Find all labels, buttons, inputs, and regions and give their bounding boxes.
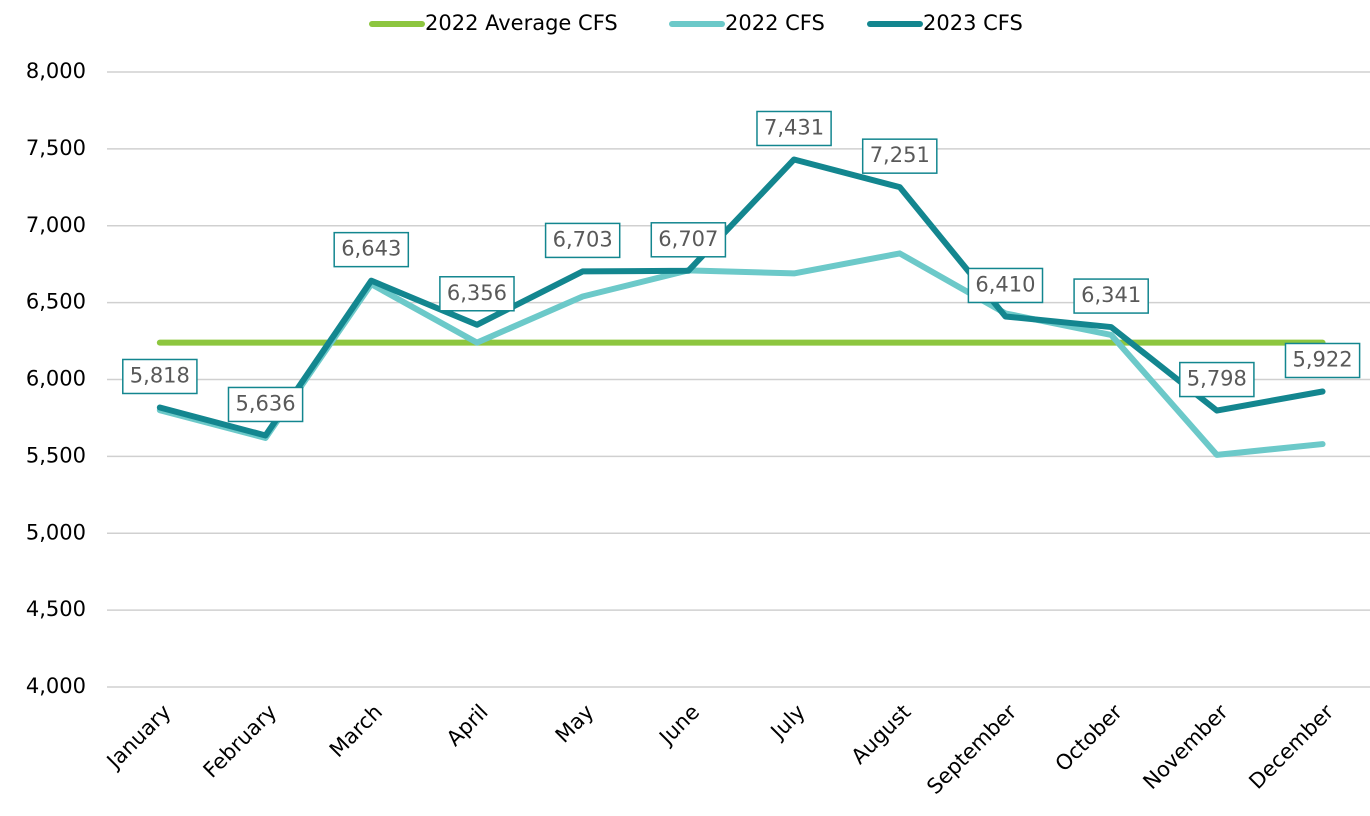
y-tick-label: 4,500 <box>26 597 86 621</box>
data-label-text: 6,410 <box>975 272 1035 296</box>
x-tick-label: April <box>442 700 493 751</box>
data-label: 6,341 <box>1073 278 1149 314</box>
data-label-box <box>967 267 1044 304</box>
y-tick-label: 6,000 <box>26 367 86 391</box>
y-tick-label: 6,500 <box>26 290 86 314</box>
data-label-text: 6,707 <box>658 227 718 251</box>
x-tick-label: December <box>1244 700 1338 794</box>
data-label-text: 7,431 <box>764 115 824 139</box>
data-label: 6,643 <box>333 231 410 268</box>
y-tick-label: 7,000 <box>26 213 86 237</box>
legend-label: 2022 Average CFS <box>425 11 618 35</box>
data-label-text: 7,251 <box>870 143 930 167</box>
data-label-text: 5,818 <box>130 363 190 387</box>
x-tick-label: February <box>199 700 282 783</box>
data-label-box <box>861 138 938 174</box>
data-label-box <box>544 222 621 259</box>
data-label: 5,818 <box>122 358 198 395</box>
data-label-box <box>650 222 727 258</box>
data-label: 6,410 <box>967 267 1044 304</box>
data-label: 6,707 <box>650 222 727 258</box>
data-label-box <box>1284 342 1361 379</box>
data-label-text: 5,922 <box>1292 347 1352 371</box>
legend-label: 2022 CFS <box>725 11 825 35</box>
data-label-box <box>227 386 304 423</box>
data-label: 6,703 <box>544 222 621 259</box>
y-tick-label: 5,500 <box>26 443 86 467</box>
data-label-box <box>1073 278 1149 314</box>
data-label-text: 5,636 <box>235 391 295 415</box>
x-tick-label: October <box>1051 700 1128 777</box>
data-label: 7,251 <box>861 138 938 174</box>
y-tick-label: 8,000 <box>26 59 86 83</box>
data-label-box <box>122 358 198 395</box>
data-label: 5,922 <box>1284 342 1361 379</box>
y-tick-label: 4,000 <box>26 674 86 698</box>
x-tick-label: May <box>551 700 599 748</box>
data-label-text: 6,643 <box>341 237 401 261</box>
x-tick-label: November <box>1138 700 1232 794</box>
data-label-box <box>1179 361 1255 398</box>
legend-label: 2023 CFS <box>923 11 1023 35</box>
data-label: 7,431 <box>756 110 832 147</box>
x-tick-label: September <box>922 700 1021 799</box>
x-tick-label: August <box>847 700 916 769</box>
data-label-text: 6,356 <box>447 281 507 305</box>
data-label: 6,356 <box>439 276 515 312</box>
y-tick-label: 7,500 <box>26 136 86 160</box>
data-label-box <box>439 276 515 312</box>
x-tick-label: June <box>653 700 704 751</box>
data-label-text: 6,341 <box>1081 283 1141 307</box>
data-label: 5,798 <box>1179 361 1255 398</box>
data-label-text: 6,703 <box>553 227 613 251</box>
x-tick-label: March <box>325 700 387 762</box>
data-label: 5,636 <box>227 386 304 423</box>
x-tick-label: January <box>101 700 176 775</box>
data-label-box <box>333 231 410 268</box>
y-tick-label: 5,000 <box>26 520 86 544</box>
x-tick-label: July <box>765 700 810 745</box>
data-label-box <box>756 110 832 147</box>
series-line <box>156 156 1326 439</box>
data-label-text: 5,798 <box>1187 367 1247 391</box>
